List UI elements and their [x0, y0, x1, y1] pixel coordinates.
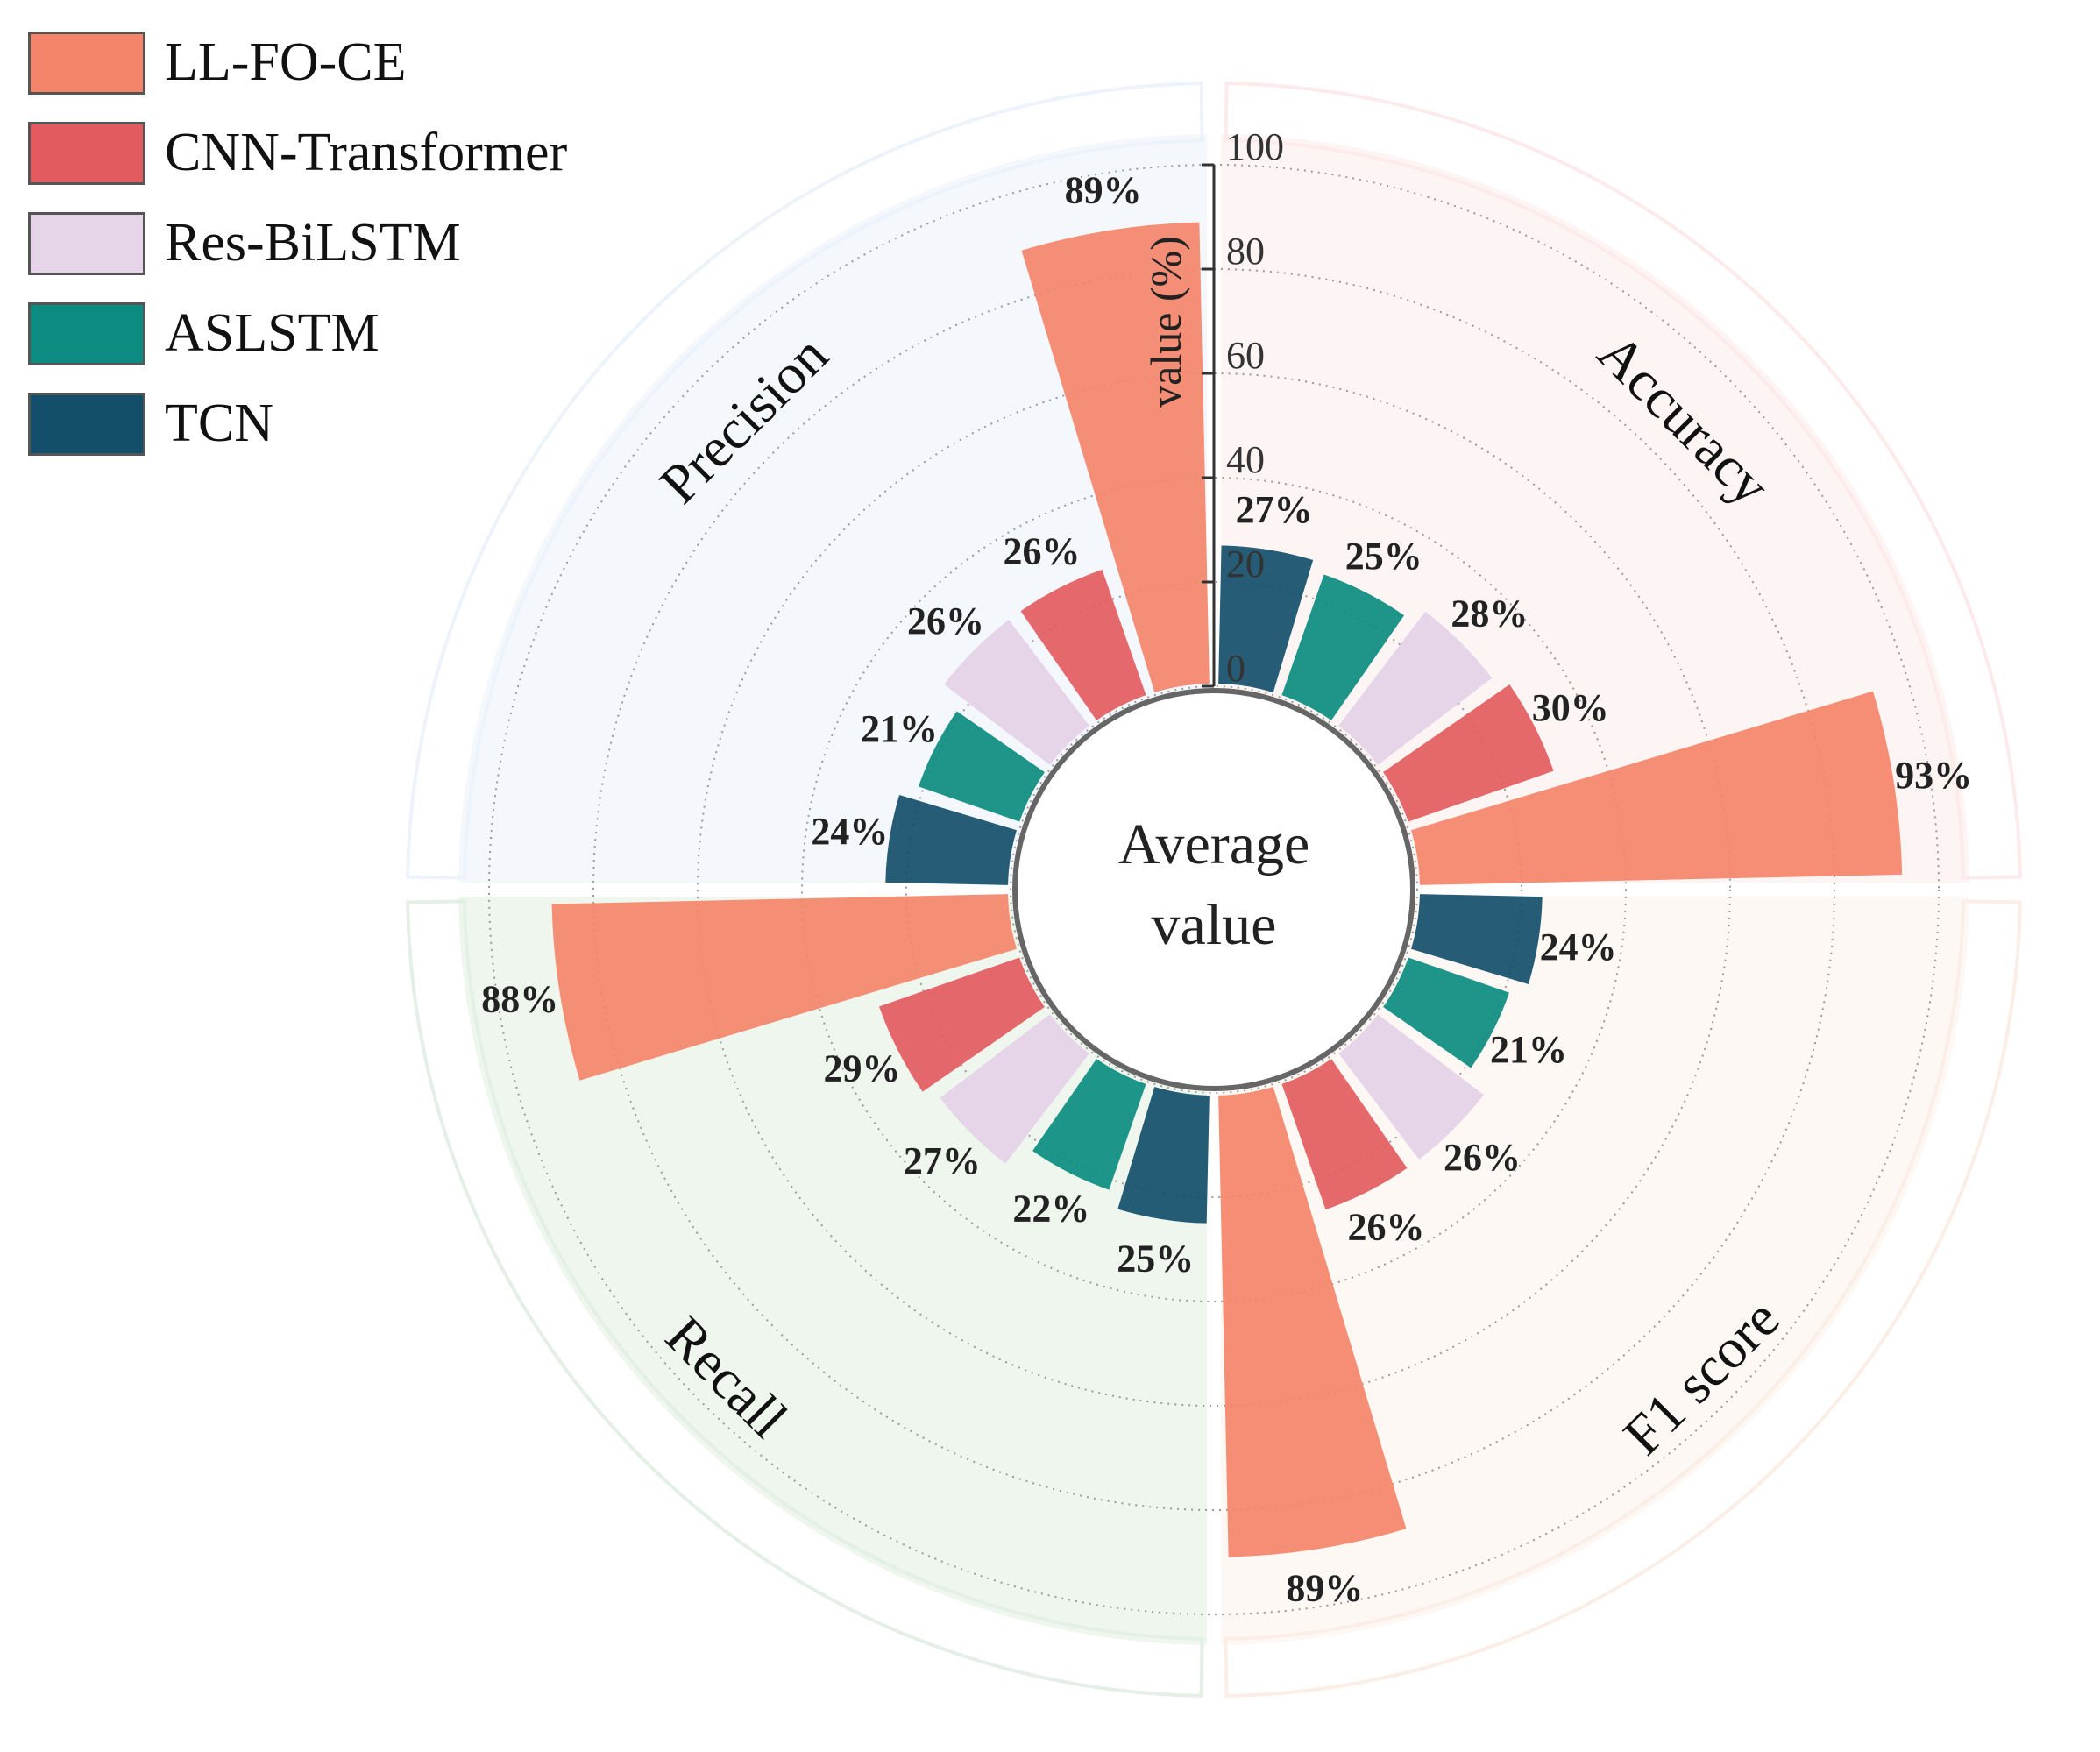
value-label: 24%: [811, 810, 888, 853]
value-label: 27%: [904, 1139, 981, 1182]
axis-tick-label: 40: [1226, 438, 1265, 481]
grid-ring: [801, 477, 1627, 1302]
legend-item: TCN: [28, 379, 567, 469]
bar-precision-tcn: [885, 794, 1017, 885]
bar-recall-aslstm: [1032, 1059, 1146, 1190]
value-label: 30%: [1532, 686, 1609, 729]
bar-precision-aslstm: [919, 711, 1045, 822]
bar-recall-tcn: [1117, 1087, 1210, 1224]
bar-precision-res-bilstm: [944, 620, 1089, 765]
value-axis: 0 20 40 60 80 100 value (%): [1141, 125, 1284, 690]
value-label: 88%: [481, 977, 558, 1020]
value-label: 24%: [1540, 926, 1617, 968]
value-label: 26%: [1004, 529, 1081, 572]
bar-f1-score-cnn-transformer: [1281, 1059, 1408, 1210]
category-band: [406, 82, 1204, 880]
bar-f1-score-tcn: [1411, 894, 1543, 985]
axis-tick-label: 100: [1226, 125, 1284, 168]
legend-label: Res-BiLSTM: [165, 213, 461, 273]
bar-accuracy-aslstm: [1281, 574, 1405, 720]
legend-swatch: [28, 392, 145, 456]
axis-tick-label: 0: [1226, 647, 1245, 690]
axis-label: value (%): [1141, 236, 1190, 408]
bar-accuracy-tcn: [1218, 545, 1314, 692]
bars: [551, 222, 1903, 1557]
axis-tick-label: 60: [1226, 334, 1265, 377]
center-label: value: [1152, 893, 1277, 957]
grid-ring: [697, 372, 1731, 1407]
category-band: [1224, 82, 2022, 880]
center-circle-group: Average value: [1012, 688, 1415, 1091]
bar-f1-score-aslstm: [1383, 957, 1509, 1068]
center-label: Average: [1118, 812, 1310, 876]
legend-label: ASLSTM: [165, 303, 380, 363]
category-band: [1224, 899, 2022, 1698]
legend-item: LL-FO-CE: [28, 18, 567, 108]
bar-recall-ll-fo-ce: [551, 894, 1017, 1081]
legend-swatch: [28, 121, 145, 185]
value-label: 26%: [1444, 1136, 1521, 1179]
legend: LL-FO-CE CNN-Transformer Res-BiLSTM ASLSTM T…: [28, 18, 567, 469]
bar-accuracy-ll-fo-ce: [1411, 691, 1903, 885]
bar-f1-score-ll-fo-ce: [1218, 1087, 1407, 1557]
bar-recall-cnn-transformer: [879, 957, 1045, 1092]
grid-ring: [905, 581, 1522, 1198]
legend-swatch: [28, 31, 145, 95]
bar-precision-cnn-transformer: [1020, 569, 1146, 720]
legend-label: TCN: [165, 394, 273, 453]
bar-accuracy-res-bilstm: [1338, 611, 1493, 765]
legend-label: CNN-Transformer: [165, 123, 568, 182]
legend-item: ASLSTM: [28, 288, 567, 379]
value-label: 25%: [1345, 535, 1422, 578]
value-label: 27%: [1236, 488, 1313, 531]
value-label: 89%: [1286, 1567, 1363, 1610]
value-label: 22%: [1012, 1187, 1089, 1230]
center-circle: [1012, 688, 1415, 1091]
value-label: 93%: [1895, 754, 1972, 797]
value-labels: 27% 25% 28% 30% 93% 24% 21% 26% 26% 89% 25% 22% 27% 2…: [481, 168, 1972, 1609]
value-label: 26%: [907, 599, 984, 642]
value-label: 89%: [1065, 168, 1142, 211]
bar-precision-ll-fo-ce: [1021, 222, 1210, 692]
legend-item: Res-BiLSTM: [28, 198, 567, 288]
value-label: 29%: [824, 1047, 901, 1090]
value-label: 21%: [1490, 1028, 1567, 1071]
axis-tick-label: 20: [1226, 543, 1265, 585]
bar-recall-res-bilstm: [940, 1014, 1089, 1164]
legend-item: CNN-Transformer: [28, 108, 567, 198]
bar-accuracy-cnn-transformer: [1383, 684, 1554, 822]
axis-tick-label: 80: [1226, 230, 1265, 273]
legend-label: LL-FO-CE: [165, 32, 407, 92]
legend-swatch: [28, 301, 145, 365]
value-label: 28%: [1451, 592, 1528, 635]
value-label: 25%: [1117, 1237, 1194, 1280]
category-band: [406, 899, 1204, 1698]
grid-ring: [1010, 685, 1418, 1094]
legend-swatch: [28, 211, 145, 275]
bar-f1-score-res-bilstm: [1338, 1014, 1484, 1160]
value-label: 21%: [861, 707, 938, 750]
value-label: 26%: [1347, 1206, 1424, 1249]
